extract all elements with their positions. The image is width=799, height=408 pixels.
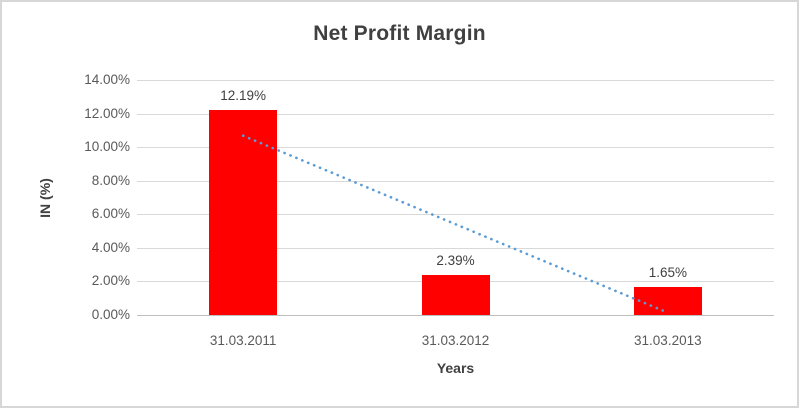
gridline (137, 113, 774, 115)
y-tick-label: 10.00% (84, 139, 130, 155)
x-axis-title: Years (436, 360, 475, 376)
y-tick-label: 4.00% (91, 239, 130, 255)
y-tick-label: 14.00% (84, 72, 130, 87)
bar-value-label: 1.65% (648, 265, 687, 281)
gridline (137, 214, 774, 216)
trendline-path (241, 134, 670, 314)
x-tick-label: 31.03.2011 (209, 333, 277, 348)
bar-value-label: 2.39% (436, 252, 475, 268)
gridline (137, 247, 774, 249)
y-axis-title: IN (%) (37, 178, 53, 218)
bar-value-label: 12.19% (220, 88, 267, 104)
trendline (241, 134, 670, 314)
y-tick-label: 2.00% (91, 273, 130, 289)
bar (633, 287, 702, 315)
y-tick-label: 8.00% (91, 172, 130, 188)
x-tick-label: 31.03.2012 (421, 333, 490, 348)
y-tick-label: 12.00% (84, 105, 130, 121)
gridline (137, 80, 774, 81)
x-tick-label: 31.03.2013 (634, 333, 702, 348)
x-axis-line (137, 315, 774, 316)
y-tick-label: 6.00% (91, 206, 130, 222)
bar (209, 110, 278, 315)
bar (421, 274, 490, 315)
plot-area (137, 80, 774, 316)
y-tick-label: 0.00% (91, 307, 130, 322)
gridline (137, 147, 774, 149)
gridline (137, 180, 774, 182)
chart-title: Net Profit Margin (313, 22, 486, 45)
